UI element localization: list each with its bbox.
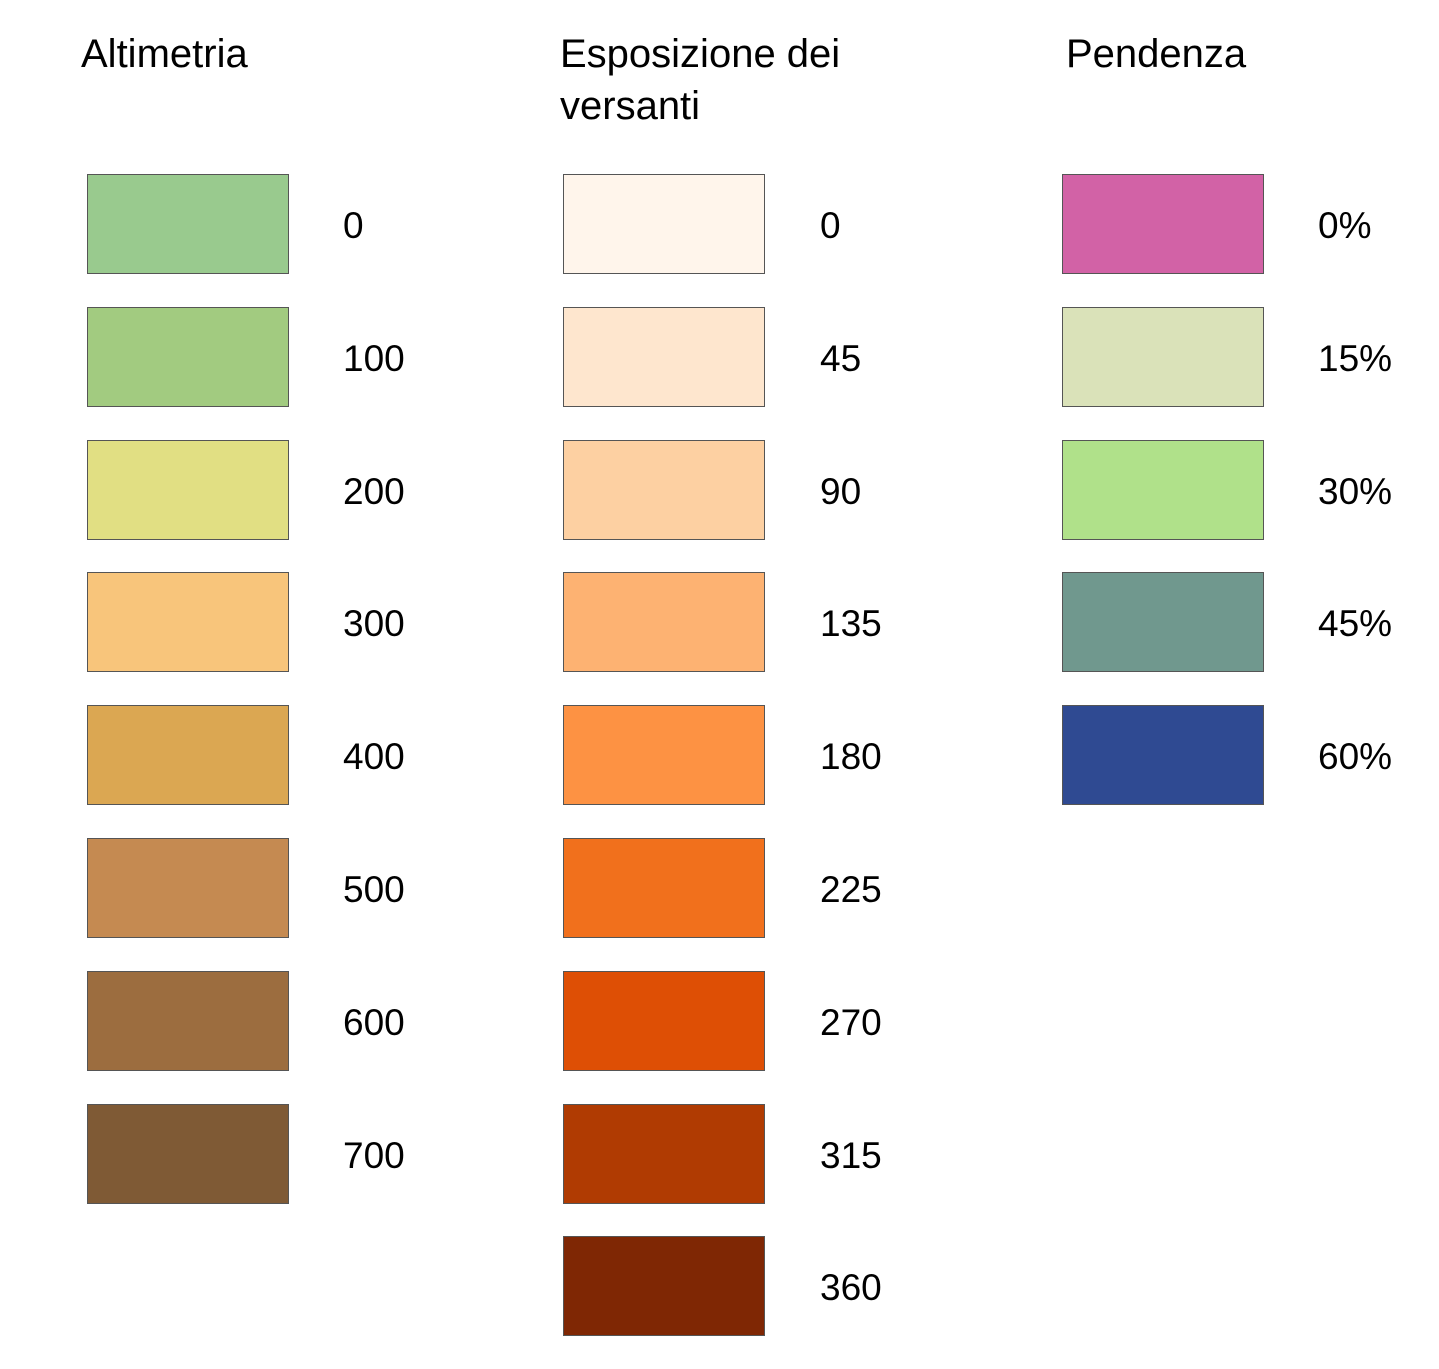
color-swatch: [563, 705, 765, 806]
legend-item-label: 270: [820, 1001, 882, 1043]
legend-title-pendenza: Pendenza: [1066, 32, 1247, 76]
legend-item-label: 0%: [1318, 205, 1372, 246]
legend-item-label: 700: [343, 1134, 405, 1176]
color-swatch: [87, 837, 289, 938]
color-swatch: [1062, 705, 1264, 806]
color-swatch: [563, 572, 765, 673]
legend-item-label: 225: [820, 868, 882, 910]
color-swatch: [87, 705, 289, 806]
color-swatch: [1062, 439, 1264, 540]
legend-item-label: 400: [343, 736, 405, 778]
legend-item-label: 200: [343, 470, 405, 512]
color-swatch: [1062, 174, 1264, 274]
color-swatch: [87, 572, 289, 673]
legend-item-label: 60%: [1318, 736, 1393, 778]
color-swatch: [1062, 572, 1264, 673]
color-swatch: [87, 174, 289, 274]
legend-item-label: 315: [820, 1134, 882, 1176]
color-swatch: [563, 306, 765, 407]
legend-item-label: 0: [820, 205, 841, 246]
legend-item-label: 30%: [1318, 470, 1393, 512]
legend-item-label: 600: [343, 1001, 405, 1043]
color-swatch: [87, 306, 289, 407]
color-swatch: [1062, 306, 1264, 407]
legend-item-label: 360: [820, 1267, 882, 1309]
color-swatch: [563, 970, 765, 1071]
color-swatch: [87, 1103, 289, 1204]
color-swatch: [563, 837, 765, 938]
legend-item-label: 45%: [1318, 603, 1393, 645]
legend-item-label: 100: [343, 337, 405, 379]
legend-item-label: 0: [343, 205, 364, 246]
color-swatch: [563, 439, 765, 540]
legend-item-label: 135: [820, 603, 882, 645]
legend-item-label: 15%: [1318, 337, 1393, 379]
legend-title-altimetria: Altimetria: [81, 32, 248, 76]
color-swatch: [87, 439, 289, 540]
legend-item-label: 300: [343, 603, 405, 645]
legend-item-label: 180: [820, 736, 882, 778]
color-swatch: [563, 174, 765, 274]
legend-item-label: 45: [820, 337, 862, 379]
color-swatch: [563, 1103, 765, 1204]
legend-item-label: 90: [820, 470, 862, 512]
legend-item-label: 500: [343, 868, 405, 910]
legend-title-esposizione: Esposizione dei versanti: [560, 32, 841, 128]
color-swatch: [87, 970, 289, 1071]
color-swatch: [563, 1236, 765, 1337]
